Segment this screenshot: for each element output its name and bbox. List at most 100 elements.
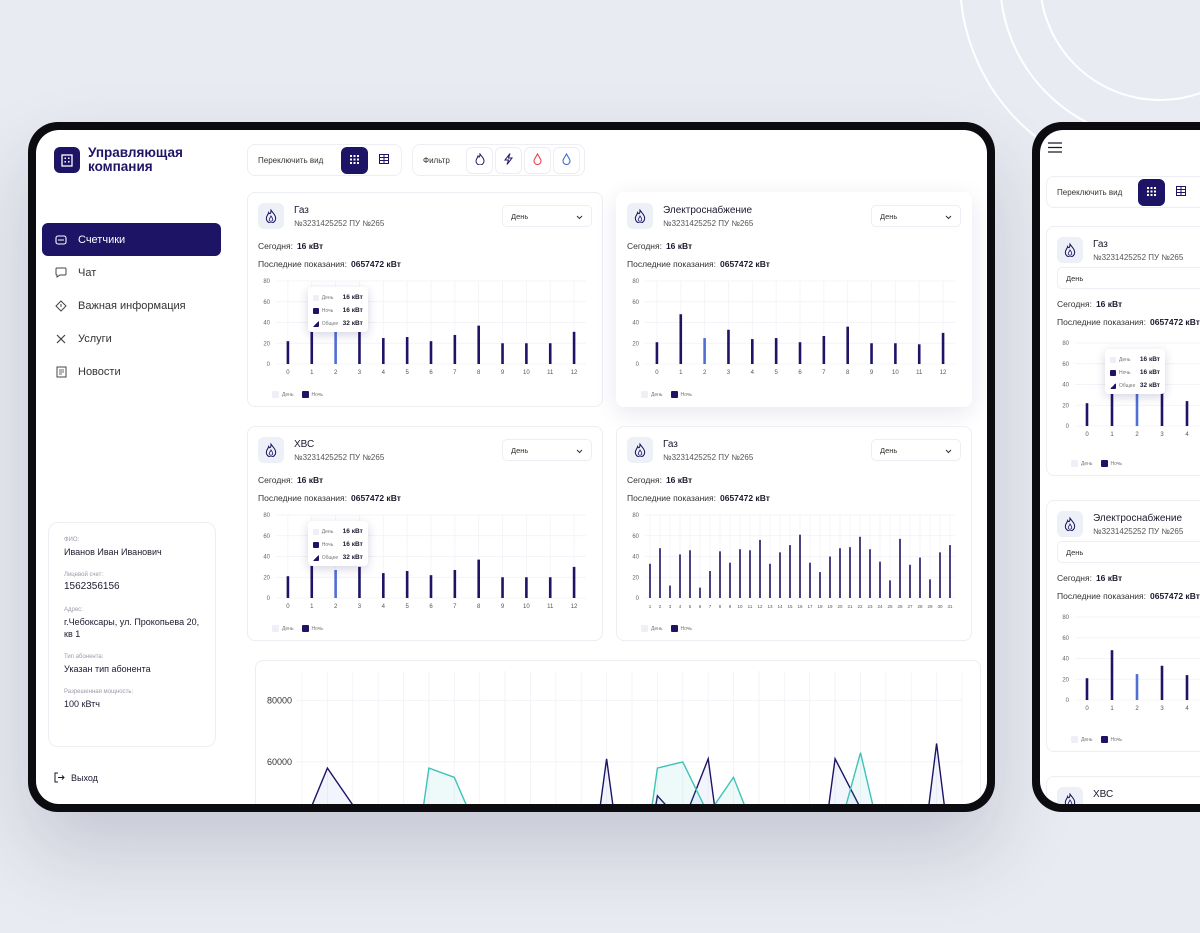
bar[interactable]	[679, 314, 683, 364]
bar[interactable]	[1135, 674, 1139, 700]
bar[interactable]	[870, 343, 873, 364]
bar[interactable]	[941, 332, 945, 364]
bar[interactable]	[859, 536, 861, 598]
bar[interactable]	[286, 341, 290, 364]
bar[interactable]	[727, 329, 730, 364]
bar[interactable]	[929, 579, 931, 598]
sidebar-item-news[interactable]: Новости	[42, 355, 221, 388]
bar[interactable]	[899, 538, 901, 598]
bar[interactable]	[1135, 393, 1139, 426]
bar[interactable]	[405, 571, 409, 598]
period-select[interactable]: День	[871, 439, 961, 461]
bar[interactable]	[501, 343, 504, 364]
bar[interactable]	[939, 552, 941, 598]
bar[interactable]	[819, 572, 821, 598]
bar[interactable]	[749, 550, 751, 598]
bar[interactable]	[689, 550, 691, 598]
bar[interactable]	[405, 337, 409, 364]
logo[interactable]: Управляющая компания	[54, 146, 198, 174]
bar[interactable]	[382, 338, 385, 364]
bar[interactable]	[572, 566, 576, 598]
bar[interactable]	[659, 548, 661, 598]
sidebar-item-meters[interactable]: Счетчики	[42, 223, 221, 256]
period-select[interactable]: День	[502, 439, 592, 461]
bar[interactable]	[779, 552, 781, 598]
bar[interactable]	[849, 547, 851, 598]
bar[interactable]	[769, 563, 771, 598]
bar[interactable]	[548, 343, 552, 364]
bar[interactable]	[909, 564, 911, 598]
grid-view-button[interactable]	[1138, 178, 1166, 206]
bar[interactable]	[1085, 403, 1089, 426]
bar[interactable]	[1110, 650, 1114, 700]
bar[interactable]	[917, 344, 921, 364]
filter-gas-button[interactable]	[466, 146, 493, 174]
bar[interactable]	[525, 343, 528, 364]
bar[interactable]	[453, 569, 457, 598]
bar[interactable]	[759, 539, 761, 598]
sidebar-item-chat[interactable]: Чат	[42, 256, 221, 289]
bar[interactable]	[894, 343, 897, 364]
bar[interactable]	[358, 566, 361, 598]
bar[interactable]	[1185, 675, 1189, 700]
bar[interactable]	[429, 575, 433, 598]
bar[interactable]	[358, 327, 361, 364]
bar[interactable]	[1185, 401, 1189, 426]
bar[interactable]	[799, 534, 801, 598]
bar[interactable]	[310, 564, 314, 598]
bar[interactable]	[548, 577, 552, 598]
bar[interactable]	[839, 548, 841, 598]
bar[interactable]	[334, 569, 337, 598]
bar[interactable]	[703, 338, 706, 364]
bar[interactable]	[669, 585, 671, 598]
bar[interactable]	[477, 325, 480, 364]
bar[interactable]	[798, 342, 802, 364]
table-view-button[interactable]	[370, 147, 397, 174]
bar[interactable]	[889, 580, 891, 598]
bar[interactable]	[1085, 678, 1089, 700]
bar[interactable]	[649, 563, 651, 598]
bar[interactable]	[525, 577, 528, 598]
bar[interactable]	[846, 326, 849, 364]
bar[interactable]	[829, 556, 831, 599]
bar[interactable]	[699, 587, 701, 598]
period-select[interactable]: День	[1057, 267, 1200, 289]
bar[interactable]	[310, 320, 314, 364]
sidebar-item-info[interactable]: Важная информация	[42, 289, 221, 322]
bar[interactable]	[869, 549, 871, 598]
bar[interactable]	[809, 562, 811, 598]
logout-button[interactable]: Выход	[54, 772, 98, 783]
bar[interactable]	[477, 559, 480, 598]
bar[interactable]	[751, 339, 754, 364]
menu-icon[interactable]	[1048, 140, 1062, 158]
bar[interactable]	[719, 551, 721, 598]
period-select[interactable]: День	[502, 205, 592, 227]
period-select[interactable]: День	[871, 205, 961, 227]
bar[interactable]	[679, 554, 681, 598]
bar[interactable]	[949, 545, 951, 598]
grid-view-button[interactable]	[341, 146, 368, 174]
series-line[interactable]	[302, 743, 962, 805]
bar[interactable]	[739, 549, 741, 598]
bar[interactable]	[919, 557, 921, 598]
bar[interactable]	[1160, 391, 1164, 426]
bar[interactable]	[501, 577, 504, 598]
bar[interactable]	[1110, 388, 1114, 426]
bar[interactable]	[286, 576, 290, 598]
bar[interactable]	[572, 331, 576, 364]
bar[interactable]	[774, 338, 778, 364]
bar[interactable]	[879, 561, 881, 598]
filter-hot-water-button[interactable]	[524, 146, 551, 174]
bar[interactable]	[729, 562, 731, 598]
filter-cold-water-button[interactable]	[553, 146, 580, 174]
bar[interactable]	[1160, 665, 1164, 700]
bar[interactable]	[334, 330, 337, 364]
table-view-button[interactable]	[1167, 179, 1194, 206]
bar[interactable]	[789, 545, 791, 598]
sidebar-item-services[interactable]: Услуги	[42, 322, 221, 355]
bar[interactable]	[382, 573, 385, 598]
filter-electricity-button[interactable]	[495, 146, 522, 174]
series-line[interactable]	[302, 752, 962, 804]
bar[interactable]	[822, 335, 826, 364]
bar[interactable]	[709, 571, 711, 598]
